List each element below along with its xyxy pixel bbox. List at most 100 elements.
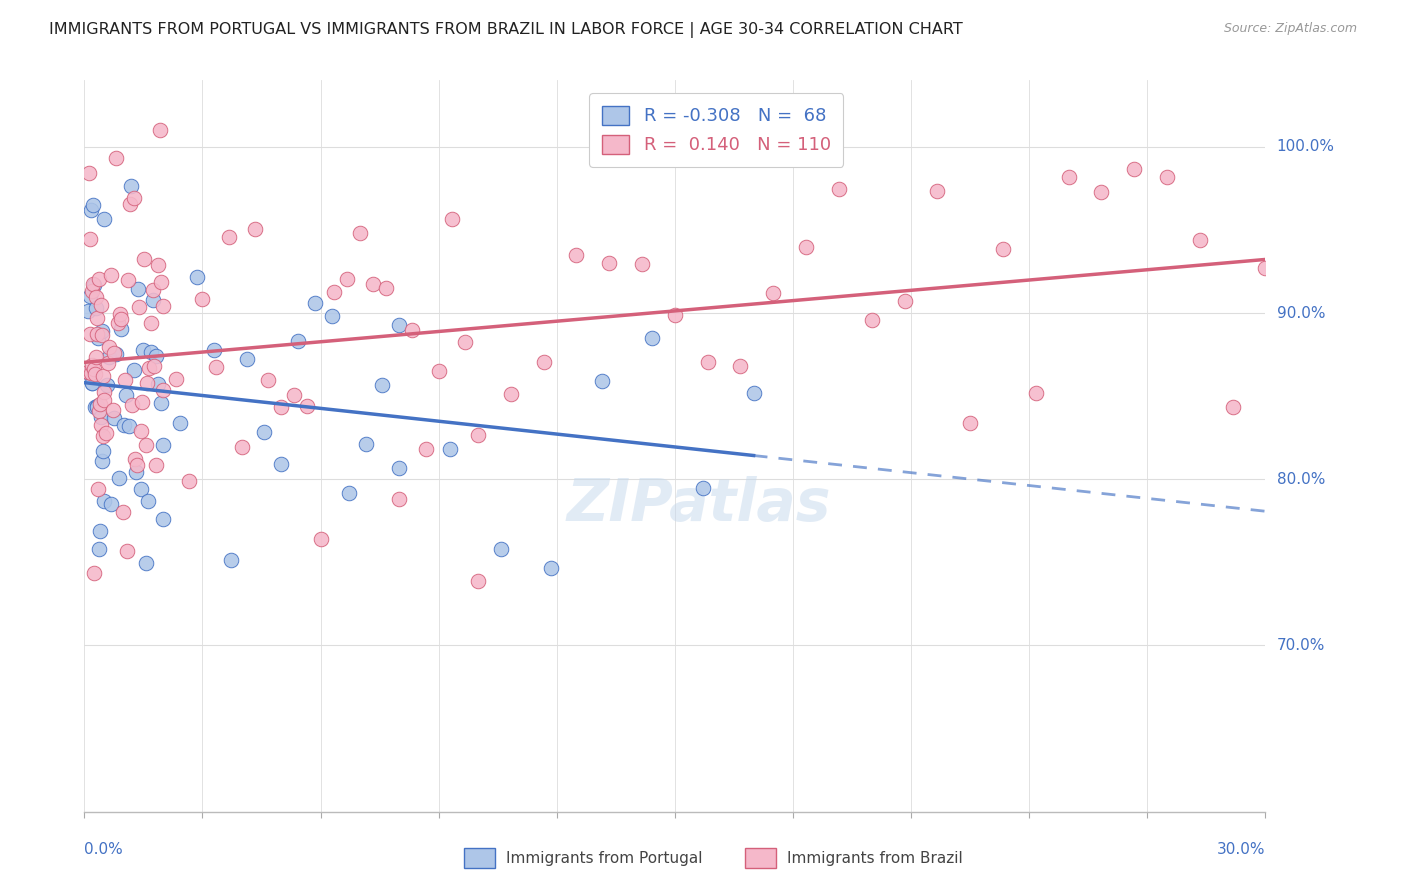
- Point: [388, 491, 411, 506]
- Point: [191, 292, 214, 306]
- Point: [149, 123, 172, 137]
- Point: [349, 226, 371, 240]
- Point: [148, 377, 170, 392]
- Point: [145, 458, 167, 472]
- Point: [89, 404, 111, 418]
- Point: [90, 298, 112, 312]
- Point: [204, 359, 226, 374]
- Point: [94, 425, 117, 440]
- Point: [98, 341, 121, 355]
- Point: [371, 378, 394, 392]
- Point: [218, 230, 240, 244]
- Text: 100.0%: 100.0%: [1277, 139, 1334, 154]
- Point: [84, 290, 107, 304]
- Point: [152, 384, 174, 398]
- Point: [128, 300, 150, 314]
- Point: [110, 322, 132, 336]
- Point: [122, 362, 145, 376]
- Point: [152, 299, 174, 313]
- Point: [959, 416, 981, 430]
- Point: [762, 286, 785, 301]
- Point: [105, 152, 128, 166]
- Point: [98, 350, 120, 364]
- Point: [135, 438, 157, 452]
- Point: [309, 533, 332, 547]
- Point: [336, 272, 359, 286]
- Point: [121, 399, 143, 413]
- Point: [115, 388, 138, 402]
- Text: Immigrants from Portugal: Immigrants from Portugal: [506, 851, 703, 865]
- Point: [90, 409, 112, 424]
- Point: [86, 310, 108, 325]
- Point: [125, 458, 148, 473]
- Point: [83, 566, 105, 581]
- Point: [1025, 386, 1047, 401]
- Point: [270, 457, 292, 471]
- Point: [321, 309, 343, 323]
- Point: [93, 211, 115, 226]
- Point: [96, 378, 118, 392]
- Point: [83, 362, 105, 376]
- Point: [139, 345, 162, 359]
- Point: [152, 512, 174, 526]
- Point: [467, 427, 489, 442]
- Point: [120, 196, 142, 211]
- Point: [115, 544, 138, 558]
- Point: [927, 185, 949, 199]
- Point: [108, 307, 131, 321]
- Point: [122, 191, 145, 205]
- Point: [77, 365, 100, 379]
- Point: [692, 481, 714, 495]
- Point: [79, 326, 101, 341]
- Point: [415, 442, 437, 456]
- Point: [631, 257, 654, 271]
- Point: [664, 308, 686, 322]
- Point: [84, 400, 107, 414]
- Point: [79, 232, 101, 246]
- Point: [83, 278, 105, 293]
- Point: [354, 437, 377, 451]
- Point: [1254, 261, 1277, 276]
- Point: [80, 203, 103, 218]
- Point: [236, 351, 259, 366]
- Point: [730, 359, 752, 374]
- Point: [696, 354, 718, 368]
- Point: [143, 359, 166, 373]
- Point: [82, 284, 104, 298]
- Point: [540, 561, 562, 575]
- Point: [565, 248, 588, 262]
- Point: [120, 179, 142, 194]
- Point: [136, 376, 159, 390]
- Point: [270, 400, 292, 414]
- Text: 90.0%: 90.0%: [1277, 306, 1324, 320]
- Point: [87, 330, 110, 344]
- Point: [89, 524, 111, 538]
- Point: [129, 424, 152, 438]
- Point: [283, 388, 305, 402]
- Point: [388, 318, 411, 333]
- Point: [112, 418, 135, 433]
- Point: [641, 331, 664, 345]
- Point: [142, 293, 165, 307]
- Point: [138, 360, 160, 375]
- Point: [131, 395, 153, 409]
- Point: [117, 273, 139, 287]
- Point: [142, 284, 165, 298]
- Point: [1156, 170, 1178, 185]
- Point: [93, 385, 115, 400]
- Point: [149, 396, 172, 410]
- Point: [108, 471, 131, 485]
- Point: [1123, 162, 1146, 177]
- Point: [375, 281, 398, 295]
- Point: [132, 343, 155, 357]
- Point: [83, 367, 105, 381]
- Point: [77, 303, 100, 318]
- Point: [1188, 233, 1211, 247]
- Text: 0.0%: 0.0%: [84, 842, 124, 857]
- Point: [591, 374, 613, 388]
- Point: [243, 222, 266, 236]
- Point: [146, 258, 169, 272]
- Point: [138, 494, 160, 508]
- Point: [93, 393, 115, 408]
- Point: [80, 376, 103, 390]
